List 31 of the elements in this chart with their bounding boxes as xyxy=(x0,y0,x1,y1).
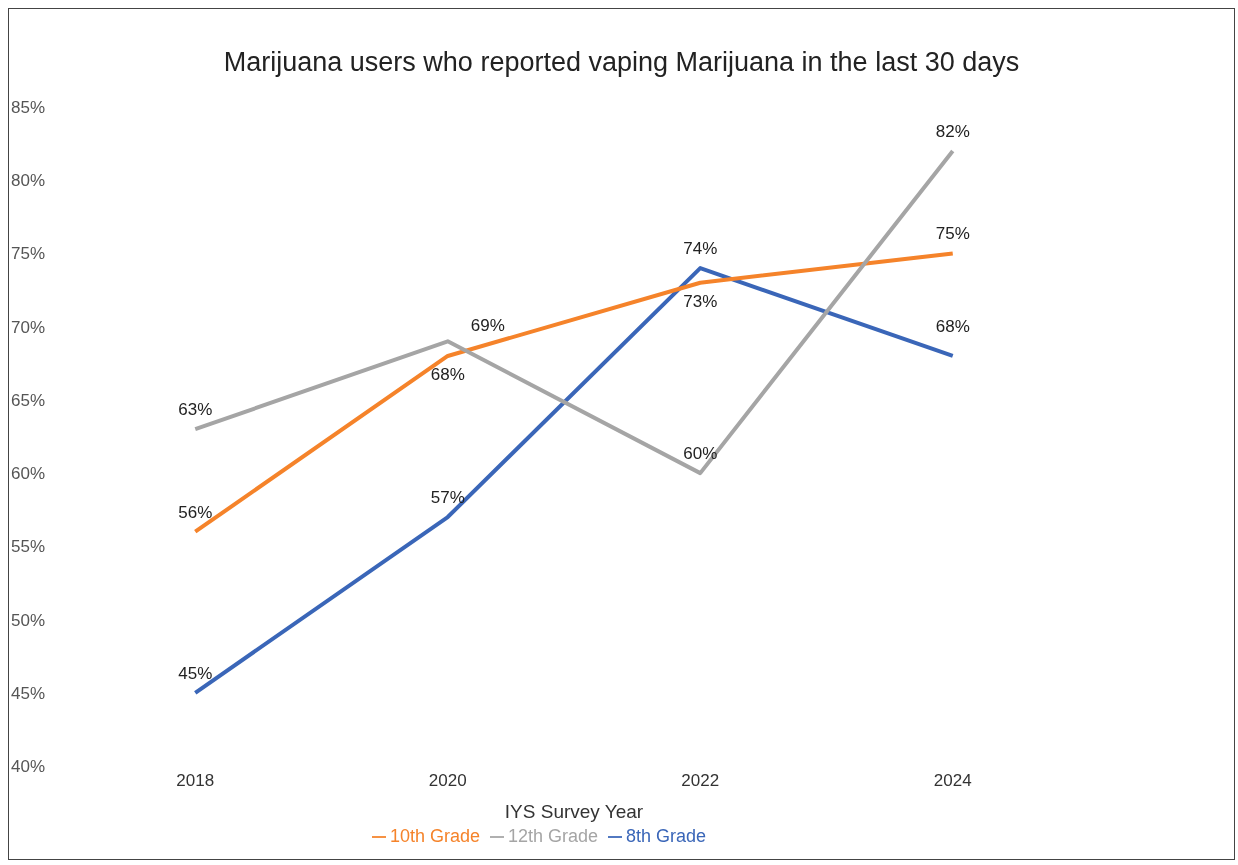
x-tick-label: 2020 xyxy=(428,771,467,791)
data-label: 45% xyxy=(178,663,213,683)
legend-label: 8th Grade xyxy=(626,826,707,846)
data-label: 69% xyxy=(470,316,505,336)
data-label: 73% xyxy=(683,291,718,311)
y-tick-label: 80% xyxy=(11,171,46,191)
x-tick-label: 2022 xyxy=(681,771,720,791)
x-tick-label: 2018 xyxy=(176,771,215,791)
x-axis-title: IYS Survey Year xyxy=(504,801,644,822)
y-tick-label: 45% xyxy=(11,683,46,703)
y-tick-label: 50% xyxy=(11,610,46,630)
legend-label: 12th Grade xyxy=(507,826,599,846)
chart-title: Marijuana users who reported vaping Marijuana in the last 30 days xyxy=(222,46,1021,79)
y-tick-label: 40% xyxy=(11,757,46,777)
data-label: 68% xyxy=(430,364,465,384)
data-label: 68% xyxy=(935,316,970,336)
data-label: 63% xyxy=(178,400,213,420)
y-tick-label: 75% xyxy=(11,244,46,264)
y-tick-label: 55% xyxy=(11,537,46,557)
data-label: 75% xyxy=(935,224,970,244)
data-label: 60% xyxy=(683,444,718,464)
x-tick-label: 2024 xyxy=(933,771,972,791)
y-tick-label: 70% xyxy=(11,317,46,337)
legend-label: 10th Grade xyxy=(389,826,480,846)
data-label: 74% xyxy=(683,239,718,259)
data-label: 57% xyxy=(430,488,465,508)
data-label: 82% xyxy=(935,121,970,141)
y-tick-label: 85% xyxy=(11,98,46,118)
y-tick-label: 65% xyxy=(11,390,46,410)
y-tick-label: 60% xyxy=(11,464,46,484)
data-label: 56% xyxy=(178,502,213,522)
